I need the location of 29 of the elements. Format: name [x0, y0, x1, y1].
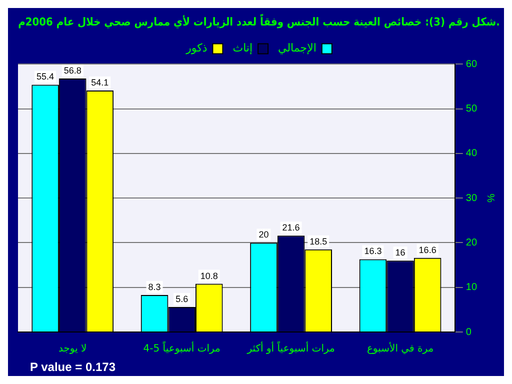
data-label: 8.3: [148, 282, 161, 292]
data-label: 16.3: [364, 246, 382, 256]
data-label: 54.1: [91, 78, 109, 88]
y-tick-label: 40: [466, 148, 478, 160]
legend-label: الإجمالي: [278, 42, 316, 55]
data-label: 10.8: [200, 270, 218, 281]
data-label: 55.4: [36, 72, 54, 82]
chart-title: شكل رقم (3): خصائص العينة حسب الجنس وفقاً لعدد الزيارات لأي ممارس صحي خلال عام 2006م.: [18, 14, 500, 29]
y-tick-label: 50: [466, 104, 478, 115]
data-label: 16.6: [418, 244, 436, 255]
data-label: 21.6: [282, 222, 300, 233]
x-tick-label: لا يوجد: [58, 344, 87, 355]
y-tick-label: 0: [466, 326, 472, 338]
legend-label: ذكور: [185, 42, 208, 55]
data-label: 16: [395, 248, 406, 258]
y-tick-label: 30: [466, 192, 478, 204]
y-tick-label: 10: [466, 282, 478, 294]
x-tick-label: مرة في الأسبوع: [366, 342, 434, 355]
text: P value = 0.173: [30, 360, 116, 374]
data-label: 18.5: [310, 236, 328, 246]
y-axis-title: %: [484, 194, 496, 203]
data-label: 20: [258, 230, 269, 240]
y-tick-label: 20: [466, 237, 478, 248]
data-label: 56.8: [64, 65, 82, 76]
data-label: 5.6: [176, 294, 188, 304]
legend-label: إناث: [232, 42, 253, 55]
x-tick-label: 4-5 مرات أسبوعياً: [143, 340, 220, 355]
y-tick-label: 60: [466, 58, 478, 70]
x-tick-label: مرات أسبوعياً أو أكثر: [246, 340, 335, 355]
